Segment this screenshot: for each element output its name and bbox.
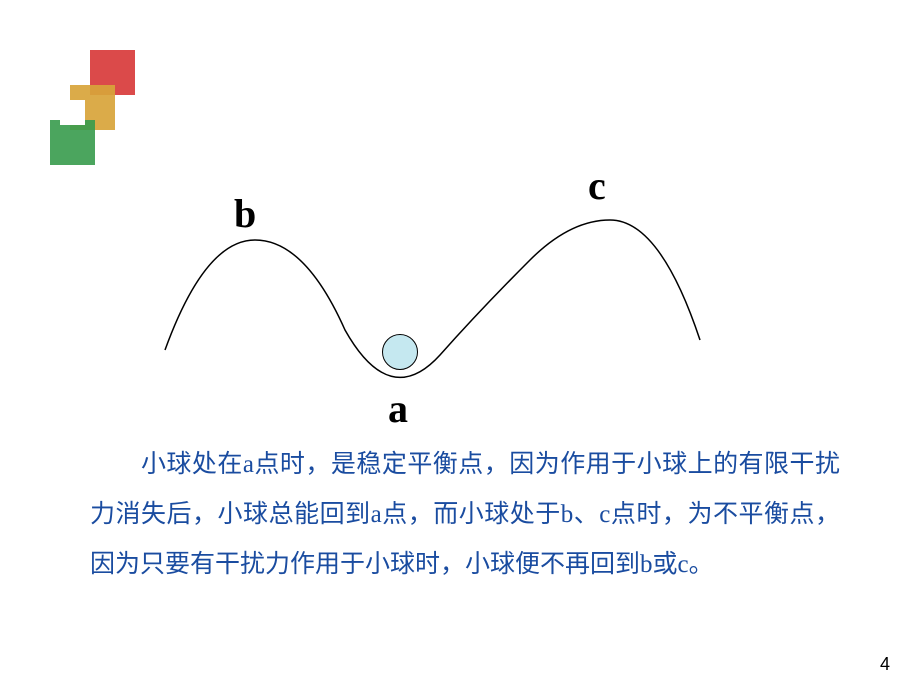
- corner-decoration: [40, 50, 140, 170]
- decoration-svg: [40, 50, 140, 170]
- label-c: c: [588, 162, 606, 209]
- page-number: 4: [880, 654, 890, 675]
- equilibrium-diagram: a b c: [150, 160, 750, 420]
- ball: [382, 334, 418, 370]
- explanation-paragraph: 小球处在a点时，是稳定平衡点，因为作用于小球上的有限干扰力消失后，小球总能回到a…: [90, 440, 840, 590]
- curve-path: [165, 220, 700, 377]
- label-b: b: [234, 190, 256, 237]
- label-a: a: [388, 385, 408, 432]
